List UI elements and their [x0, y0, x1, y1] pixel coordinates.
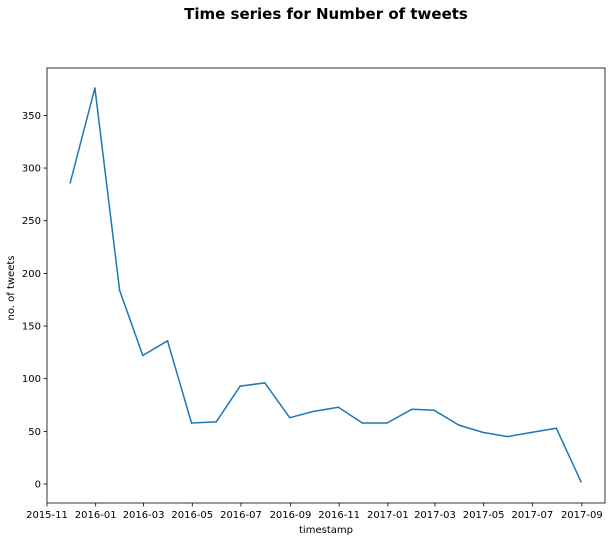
data-point: [312, 410, 315, 413]
x-tick-label: 2016-09: [270, 510, 312, 521]
x-tick-label: 2016-03: [123, 510, 165, 521]
x-tick-label: 2017-03: [414, 510, 456, 521]
data-point: [411, 408, 413, 411]
data-point: [166, 340, 169, 342]
y-tick-label: 100: [22, 374, 41, 385]
data-point: [458, 424, 460, 426]
x-tick-label: 2017-01: [367, 510, 409, 521]
y-tick-label: 50: [28, 427, 41, 438]
y-axis: 0 50 100 150 200 250 300 350: [22, 111, 47, 491]
chart-title: Time series for Number of tweets: [184, 5, 468, 23]
data-point: [288, 416, 291, 419]
data-point: [386, 422, 388, 424]
y-tick-label: 150: [22, 322, 41, 333]
y-tick-label: 350: [22, 111, 41, 122]
y-tick-label: 300: [22, 164, 41, 175]
y-axis-label: no. of tweets: [6, 256, 17, 321]
data-point: [142, 354, 144, 357]
x-axis: 2015-11 2016-01 2016-03 2016-05 2016-07 2016-…: [26, 503, 603, 521]
x-tick-label: 2016-07: [220, 510, 262, 521]
data-point: [337, 406, 340, 409]
x-tick-label: 2017-07: [511, 510, 553, 521]
data-point: [190, 422, 193, 424]
x-axis-label: timestamp: [299, 525, 353, 536]
data-point: [239, 385, 241, 387]
data-point: [482, 431, 484, 434]
series-line: [69, 87, 582, 483]
x-tick-label: 2017-05: [463, 510, 505, 521]
y-tick-label: 0: [35, 480, 41, 491]
data-point: [530, 431, 533, 434]
data-point: [69, 182, 71, 184]
data-point: [215, 421, 217, 423]
data-point: [94, 87, 96, 89]
data-point: [506, 435, 509, 438]
data-point: [555, 427, 558, 430]
data-point: [264, 382, 266, 384]
x-tick-label: 2016-11: [318, 510, 360, 521]
data-point: [361, 422, 364, 424]
x-tick-label: 2017-09: [561, 510, 603, 521]
plot-area: [46, 67, 606, 504]
data-point: [580, 481, 582, 483]
x-tick-label: 2016-05: [171, 510, 213, 521]
x-tick-label: 2016-01: [75, 510, 117, 521]
y-tick-label: 250: [22, 216, 41, 227]
data-point: [118, 289, 121, 292]
plot-frame: [46, 67, 606, 504]
x-tick-label: 2015-11: [26, 510, 68, 521]
data-point: [433, 409, 436, 412]
y-tick-label: 200: [22, 269, 41, 280]
